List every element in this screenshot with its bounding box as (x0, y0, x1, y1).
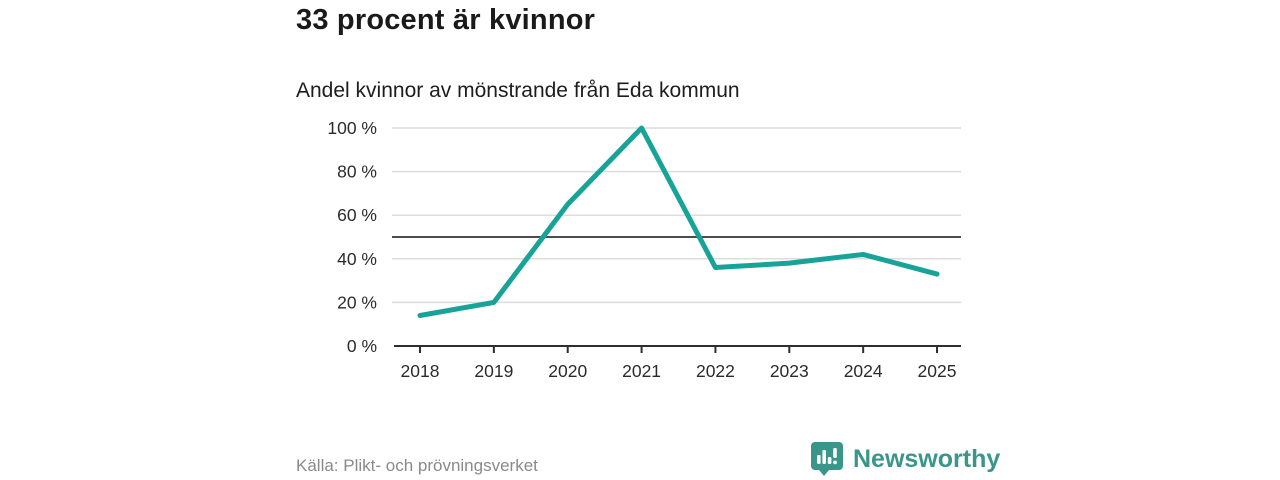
y-axis-tick-label: 60 % (337, 205, 377, 225)
source-note: Källa: Plikt- och prövningsverket (296, 456, 538, 475)
x-axis-tick-label: 2024 (844, 361, 883, 381)
newsworthy-logo: Newsworthy (810, 441, 1000, 477)
y-axis-tick-label: 80 % (337, 162, 377, 182)
x-axis-tick-label: 2018 (401, 361, 440, 381)
x-axis-tick-label: 2025 (918, 361, 957, 381)
chart-subtitle: Andel kvinnor av mönstrande från Eda kom… (296, 79, 740, 102)
y-axis-tick-label: 20 % (337, 292, 377, 312)
x-axis-tick-label: 2022 (696, 361, 735, 381)
x-axis-tick-label: 2019 (474, 361, 513, 381)
bar-chart-speech-bubble-icon (811, 442, 843, 476)
header: 33 procent är kvinnor (296, 4, 595, 37)
x-axis-tick-label: 2021 (622, 361, 661, 381)
y-axis-tick-label: 40 % (337, 249, 377, 269)
x-axis-tick-label: 2020 (548, 361, 587, 381)
y-axis-tick-label: 0 % (347, 336, 377, 356)
y-axis-tick-label: 100 % (327, 118, 377, 138)
newsworthy-wordmark: Newsworthy (853, 444, 1001, 473)
data-line-andel-kvinnor (417, 125, 940, 318)
page-title: 33 procent är kvinnor (296, 4, 596, 36)
x-axis-tick-label: 2023 (770, 361, 809, 381)
